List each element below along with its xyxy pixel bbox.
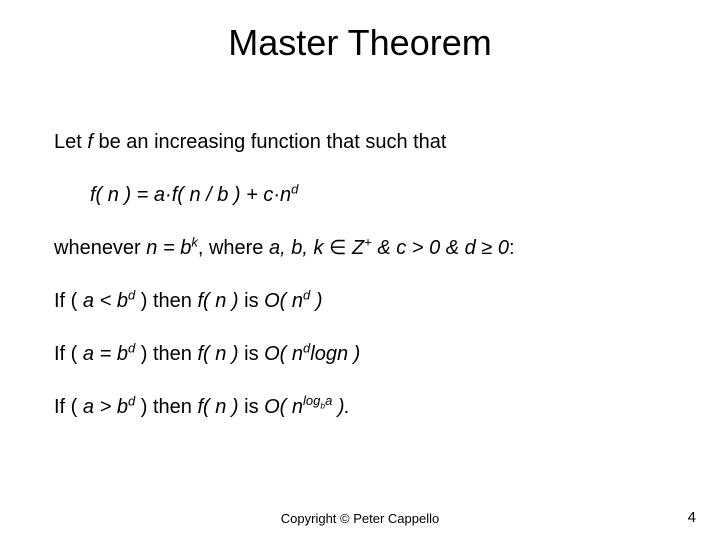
c1-O: O( n <box>264 290 303 312</box>
slide: Master Theorem Let f be an increasing fu… <box>0 0 720 540</box>
c1-rp: ) <box>135 290 153 312</box>
when-mid: , where <box>198 237 269 259</box>
when-plus: + <box>364 234 372 249</box>
c1-b: b <box>117 290 128 312</box>
when-Z: Z <box>352 237 364 259</box>
case2-line: If ( a = bd ) then f( n ) is O( ndlogn ) <box>54 342 674 367</box>
intro-line: Let f be an increasing function that suc… <box>54 130 674 155</box>
c2-rp: ) <box>135 343 153 365</box>
case3-line: If ( a > bd ) then f( n ) is O( nlogba )… <box>54 395 674 420</box>
when-pre: whenever <box>54 237 146 259</box>
c3-is: is <box>239 396 265 418</box>
eq-main: f( n ) = a·f( n / b ) + c·n <box>90 184 291 206</box>
c1-Oend: ) <box>310 290 322 312</box>
c3-a: a <box>83 396 94 418</box>
eq-exp: d <box>291 181 298 196</box>
recurrence-equation: f( n ) = a·f( n / b ) + c·nd <box>54 183 674 208</box>
copyright-text: Copyright © Peter Cappello <box>0 511 720 526</box>
c2-O: O( n <box>264 343 303 365</box>
c3-b: b <box>117 396 128 418</box>
when-in: ∈ <box>323 237 352 259</box>
intro-pre: Let <box>54 131 87 153</box>
c3-logb: log <box>303 393 320 408</box>
when-n: n = b <box>146 237 191 259</box>
when-colon: : <box>509 237 515 259</box>
c1-then: then <box>153 290 197 312</box>
c2-eq: = <box>94 343 117 365</box>
c3-fn: f( n ) <box>197 396 238 418</box>
c1-is: is <box>239 290 265 312</box>
c2-log: logn ) <box>310 343 360 365</box>
when-c: & c > 0 <box>372 237 440 259</box>
c1-pre: If ( <box>54 290 83 312</box>
page-number: 4 <box>688 509 696 526</box>
c3-O: O( n <box>264 396 303 418</box>
when-d: & d ≥ 0 <box>440 237 509 259</box>
c2-pre: If ( <box>54 343 83 365</box>
c2-fn: f( n ) <box>197 343 238 365</box>
c2-a: a <box>83 343 94 365</box>
c3-then: then <box>153 396 197 418</box>
c2-then: then <box>153 343 197 365</box>
c1-a: a <box>83 290 94 312</box>
c2-is: is <box>239 343 265 365</box>
c1-lt: < <box>94 290 117 312</box>
c3-pre: If ( <box>54 396 83 418</box>
c3-sup: logba <box>303 393 332 408</box>
c2-b: b <box>117 343 128 365</box>
c1-fn: f( n ) <box>197 290 238 312</box>
case1-line: If ( a < bd ) then f( n ) is O( nd ) <box>54 289 674 314</box>
when-vars: a, b, k <box>269 237 323 259</box>
c3-gt: > <box>94 396 117 418</box>
c3-end: ). <box>332 396 350 418</box>
c3-rp: ) <box>135 396 153 418</box>
intro-post: be an increasing function that such that <box>93 131 447 153</box>
whenever-line: whenever n = bk, where a, b, k ∈ Z+ & c … <box>54 236 674 261</box>
slide-title: Master Theorem <box>0 22 720 64</box>
slide-body: Let f be an increasing function that suc… <box>54 130 674 448</box>
